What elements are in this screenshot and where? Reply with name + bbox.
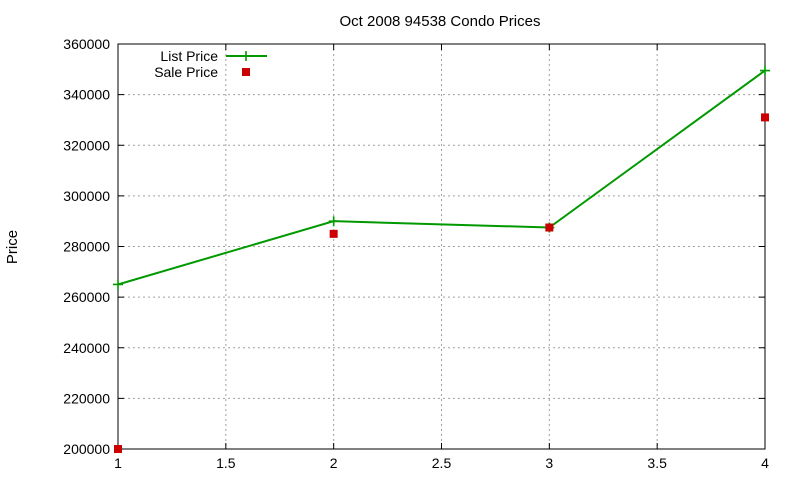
x-tick-label: 1 xyxy=(114,455,122,471)
series xyxy=(113,65,770,453)
list-price-point xyxy=(328,216,339,227)
sale-price-point xyxy=(114,445,122,453)
y-tick-label: 320000 xyxy=(63,137,110,153)
sale-price-point xyxy=(761,113,769,122)
axis-ticks: 1 1.5 2 2.5 3 3.5 4 200000 220000 240000 260000 280… xyxy=(63,36,769,471)
y-axis-label: Price xyxy=(4,230,21,264)
sale-price-point xyxy=(545,223,554,232)
y-tick-label: 360000 xyxy=(63,36,110,52)
x-tick-label: 3 xyxy=(545,455,553,471)
x-tick-label: 2 xyxy=(330,455,338,471)
y-tick-label: 280000 xyxy=(63,239,110,255)
y-tick-label: 300000 xyxy=(63,188,110,204)
list-price-line xyxy=(117,69,766,286)
y-tick-label: 200000 xyxy=(63,441,110,457)
sale-price-point xyxy=(329,229,338,238)
x-tick-label: 2.5 xyxy=(432,455,452,471)
legend-point-sample xyxy=(241,51,251,61)
x-tick-label: 3.5 xyxy=(647,455,667,471)
legend-point-sample xyxy=(242,68,250,76)
y-tick-label: 340000 xyxy=(63,87,110,103)
x-tick-label: 1.5 xyxy=(216,455,236,471)
list-price-point xyxy=(760,65,770,76)
grid xyxy=(118,44,765,449)
x-tick-label: 4 xyxy=(761,455,769,471)
legend-label: List Price xyxy=(160,48,218,64)
chart-title: Oct 2008 94538 Condo Prices xyxy=(340,13,541,30)
plot-frame xyxy=(117,43,766,450)
y-tick-label: 220000 xyxy=(63,390,110,406)
list-price-point xyxy=(113,279,123,290)
legend-label: Sale Price xyxy=(154,64,218,80)
y-tick-label: 240000 xyxy=(63,340,110,356)
y-tick-label: 260000 xyxy=(63,289,110,305)
